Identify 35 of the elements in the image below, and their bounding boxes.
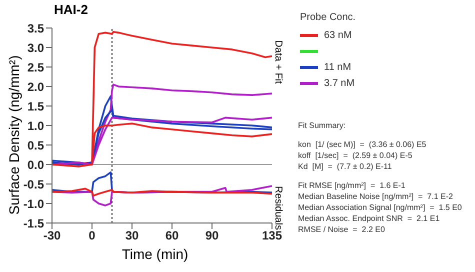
x-tick-label: 135 bbox=[262, 228, 282, 243]
text: Median Association Signal [ng/mm²] = 1.5 E0 bbox=[298, 203, 462, 212]
y-tick-label: 3.0 bbox=[27, 40, 44, 55]
chart-title: HAI-2 bbox=[54, 2, 88, 17]
text: Fit Summary: bbox=[298, 121, 346, 130]
y-tick-label: 3.5 bbox=[27, 21, 44, 36]
legend-label: 3.7 nM bbox=[324, 78, 355, 88]
text: Residuals bbox=[272, 186, 284, 230]
y-tick-label: 2.0 bbox=[27, 80, 44, 94]
x-tick-label: -30 bbox=[43, 228, 61, 243]
y-tick-label: 1.0 bbox=[27, 118, 44, 133]
y-tick-label: -0.5 bbox=[23, 177, 44, 192]
y-tick-label: -1.0 bbox=[23, 196, 44, 211]
x-tick-label: 0 bbox=[88, 228, 96, 243]
text: kon [1/ (sec M)] = (3.36 ± 0.06) E5 bbox=[298, 140, 426, 149]
y-tick-label: 2.5 bbox=[27, 60, 44, 74]
x-tick-label: 60 bbox=[165, 228, 179, 243]
text: Data + Fit bbox=[272, 40, 284, 84]
text: Kd [M] = (7.7 ± 0.2) E-11 bbox=[298, 162, 392, 171]
x-tick-label: 30 bbox=[125, 228, 139, 243]
text: Median Assoc. Endpoint SNR = 2.1 E1 bbox=[298, 214, 440, 223]
x-axis-title: Time (min) bbox=[122, 246, 188, 262]
x-tick-label: 90 bbox=[205, 228, 219, 243]
legend-title: Probe Conc. bbox=[300, 12, 356, 23]
text: Median Baseline Noise [ng/mm²] = 7.1 E-2 bbox=[298, 192, 453, 201]
y-tick-label: -1.5 bbox=[23, 216, 44, 230]
y-tick-label: 0.0 bbox=[27, 158, 44, 172]
legend-label: 11 nM bbox=[324, 62, 352, 72]
y-tick-label: 0.5 bbox=[27, 138, 44, 152]
text: koff [1/sec] = (2.59 ± 0.04) E-5 bbox=[298, 151, 412, 160]
y-tick-label: 1.5 bbox=[27, 99, 44, 114]
text: Fit RMSE [ng/mm²] = 1.6 E-1 bbox=[298, 181, 406, 190]
y-axis-title: Surface Density (ng/mm²) bbox=[6, 55, 22, 215]
text: RMSE / Noise = 2.2 E0 bbox=[298, 225, 385, 234]
legend-label: 63 nM bbox=[324, 30, 352, 40]
